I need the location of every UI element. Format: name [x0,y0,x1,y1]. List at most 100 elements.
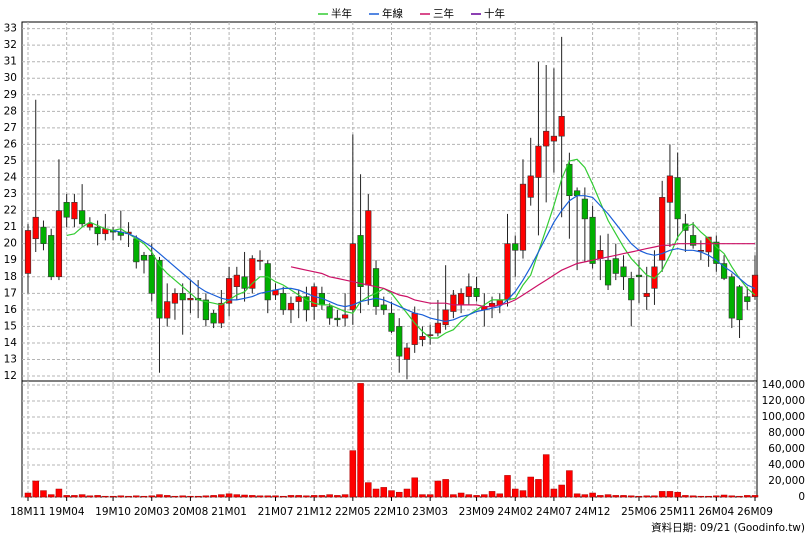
volume-bar [612,495,620,498]
candle-body [179,293,186,301]
x-tick-label: 23M03 [412,506,448,518]
candle-body [156,259,163,319]
candle-body [690,235,697,246]
volume-bar [233,494,241,498]
volume-bar [388,490,395,498]
candle-body [202,299,209,321]
candle-body [419,336,426,340]
volume-bar [566,470,573,498]
legend-label: 十年 [484,7,505,20]
volume-bar [682,495,689,498]
volume-bar [426,494,434,498]
candle-body [334,317,341,321]
candle-body [295,296,302,302]
candle-body [94,226,101,235]
volume-bar [651,495,658,498]
y-tick-label: 33 [4,23,17,35]
volume-bar [434,480,442,498]
volume-bar [488,491,496,498]
candle-body [635,274,643,278]
candle-body [458,293,465,306]
volume-bar [287,495,295,498]
y-tick-label: 40,000 [768,459,805,471]
volume-bar [71,495,78,498]
y-tick-label: 12 [4,370,17,382]
volume-bar [511,488,519,498]
legend-label: 三年 [433,7,454,20]
volume-bar [720,494,728,498]
candle-body [171,293,179,304]
volume-bar [573,493,581,498]
candle-body [674,177,681,220]
candle-body [287,302,295,311]
volume-bar [279,495,287,498]
x-tick-label: 25M11 [660,506,696,518]
y-tick-label: 21 [4,221,17,233]
candle-body [450,294,457,312]
candle-body [341,314,349,319]
x-tick-label: 20M08 [173,506,209,518]
y-tick-label: 17 [4,287,17,299]
volume-bar [635,495,643,498]
y-tick-label: 13 [4,353,17,365]
volume-bar [194,495,202,498]
volume-bar [620,495,627,498]
volume-bar [310,495,318,498]
y-tick-label: 15 [4,320,17,332]
volume-bar [202,495,210,498]
volume-bar [365,482,372,498]
candle-body [411,312,418,345]
candle-body [659,197,666,261]
y-tick-label: 120,000 [762,395,805,407]
x-tick-label: 21M12 [296,506,332,518]
candle-body [713,241,720,264]
volume-bar [102,495,109,498]
volume-bar [643,495,650,498]
volume-bar [628,495,635,498]
volume-bar [326,494,333,498]
volume-bar [241,494,248,498]
candle-body [48,235,55,278]
volume-bar [658,491,666,498]
y-tick-label: 20,000 [768,475,805,487]
candle-body [736,286,743,321]
y-tick-label: 80,000 [768,427,805,439]
volume-bar [94,495,101,498]
volume-bar [24,492,32,498]
x-tick-label: 19M04 [49,506,85,518]
volume-bar [148,495,155,498]
ma-line [290,243,755,308]
volume-bar [117,495,125,498]
candle-body [55,210,63,278]
volume-bar [496,493,504,498]
volume-bar [86,495,94,498]
candle-body [233,274,240,288]
volume-bar [597,495,604,498]
volume-bar [751,495,759,498]
x-tick-label: 20M03 [134,506,170,518]
candle-body [71,202,78,220]
candle-body [744,296,751,302]
volume-bar [295,495,302,498]
legend-label: 半年 [331,7,352,20]
y-tick-label: 100,000 [762,411,805,423]
volume-bar [403,488,411,498]
x-tick-label: 22M05 [335,506,371,518]
candle-body [620,266,627,278]
candle-body [86,223,93,228]
volume-bar [40,490,47,498]
volume-bar [527,476,534,498]
volume-bar [504,475,511,498]
y-tick-label: 14 [4,337,18,349]
volume-bar [171,495,179,498]
volume-bar [465,494,473,498]
candle-body [32,216,39,240]
candle-body [604,259,612,286]
x-tick-label: 24M12 [575,506,611,518]
volume-bar [32,480,39,498]
candle-body [133,238,140,263]
candle-body [442,309,449,326]
x-tick-label: 19M10 [95,506,131,518]
volume-bar [666,491,674,498]
